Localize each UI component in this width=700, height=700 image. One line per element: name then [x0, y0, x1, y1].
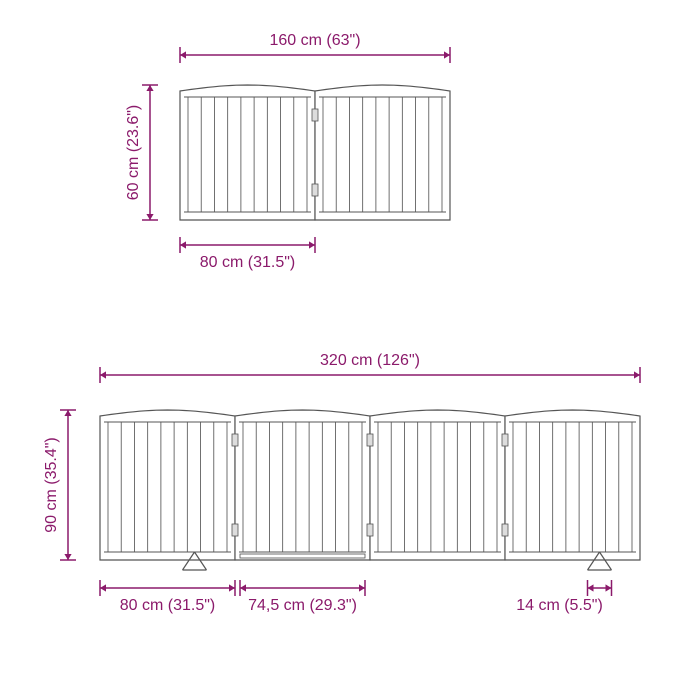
dim-bot-height: 90 cm (35.4") [43, 410, 76, 560]
bottom-panel-0 [100, 410, 235, 560]
dim-top-total-width-label: 160 cm (63") [269, 32, 360, 49]
hinge [367, 434, 373, 446]
dim-top-height-label: 60 cm (23.6") [125, 105, 142, 201]
dim-bot-gate-width: 74,5 cm (29.3") [240, 580, 365, 614]
hinge [367, 524, 373, 536]
top-panel-1 [315, 85, 450, 220]
dim-top-height: 60 cm (23.6") [125, 85, 158, 220]
dim-bot-foot-width: 14 cm (5.5") [516, 580, 611, 614]
bottom-panel-2 [370, 410, 505, 560]
dim-top-total-width: 160 cm (63") [180, 32, 450, 63]
dim-bot-foot-width-label: 14 cm (5.5") [516, 597, 603, 614]
bottom-panel-1 [235, 410, 370, 560]
hinge [312, 184, 318, 196]
hinge [232, 524, 238, 536]
dim-top-half-width-label: 80 cm (31.5") [200, 254, 296, 271]
dim-bot-height-label: 90 cm (35.4") [43, 437, 60, 533]
hinge [502, 434, 508, 446]
top-panel-0 [180, 85, 315, 220]
hinge [312, 109, 318, 121]
dim-bot-gate-width-label: 74,5 cm (29.3") [248, 597, 357, 614]
dim-bot-panel-width: 80 cm (31.5") [100, 580, 235, 614]
dim-bot-total-width: 320 cm (126") [100, 352, 640, 383]
dim-bot-total-width-label: 320 cm (126") [320, 352, 420, 369]
bottom-panel-3 [505, 410, 640, 560]
hinge [232, 434, 238, 446]
hinge [502, 524, 508, 536]
dim-bot-panel-width-label: 80 cm (31.5") [120, 597, 216, 614]
dim-top-half-width: 80 cm (31.5") [180, 237, 315, 271]
